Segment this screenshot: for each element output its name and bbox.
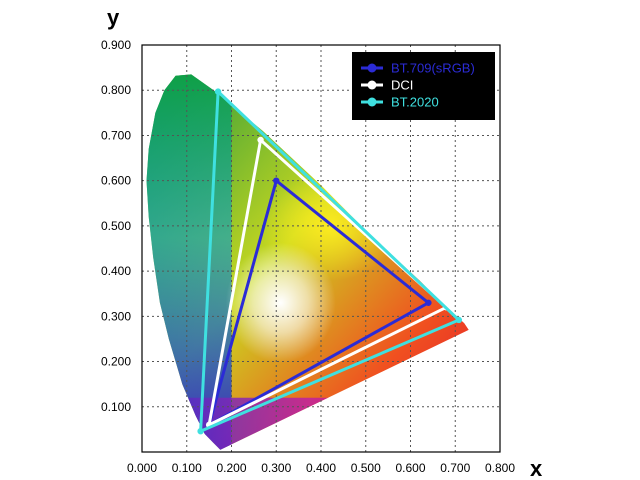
locus-white-point-glow (225, 242, 336, 363)
y-tick-label: 0.800 (101, 83, 131, 97)
primary-point (273, 177, 280, 184)
legend-label: BT.709(sRGB) (391, 61, 475, 76)
y-tick-label: 0.900 (101, 38, 131, 52)
gamut-triangles (197, 88, 463, 435)
x-tick-label: 0.000 (127, 461, 157, 475)
y-tick-label: 0.700 (101, 128, 131, 142)
y-tick-label: 0.500 (101, 219, 131, 233)
x-tick-label: 0.100 (172, 461, 202, 475)
x-tick-label: 0.400 (306, 461, 336, 475)
legend-label: BT.2020 (391, 95, 439, 110)
locus-bottom-fill (146, 397, 469, 450)
x-axis-label: x (530, 456, 543, 480)
x-tick-labels: 0.000 0.100 0.200 0.300 0.400 0.500 0.600 0.700… (127, 461, 515, 475)
legend-swatch-marker (367, 97, 377, 107)
primary-point (425, 299, 432, 306)
x-tick-label: 0.200 (216, 461, 246, 475)
x-tick-label: 0.300 (261, 461, 291, 475)
y-tick-label: 0.200 (101, 355, 131, 369)
primary-point (455, 316, 463, 324)
y-axis-label: y (107, 5, 120, 30)
spectral-locus (146, 74, 469, 450)
legend-swatch-marker (367, 80, 377, 90)
legend-label: DCI (391, 78, 413, 93)
primary-point (257, 136, 264, 144)
y-tick-label: 0.100 (101, 400, 131, 414)
x-tick-label: 0.700 (440, 461, 470, 475)
x-tick-label: 0.800 (485, 461, 515, 475)
gamut-triangle (207, 179, 430, 427)
gamut-triangle (199, 90, 461, 433)
gamut-triangle (207, 138, 448, 427)
x-tick-label: 0.600 (395, 461, 425, 475)
y-tick-label: 0.300 (101, 309, 131, 323)
legend: BT.709(sRGB) DCI BT.2020 (352, 52, 495, 120)
y-tick-label: 0.600 (101, 174, 131, 188)
primary-point (214, 88, 222, 95)
x-tick-label: 0.500 (351, 461, 381, 475)
y-tick-label: 0.400 (101, 264, 131, 278)
primary-point (197, 427, 204, 435)
legend-swatch-marker (367, 63, 377, 73)
plot-frame (141, 44, 501, 453)
y-tick-labels: 0.100 0.200 0.300 0.400 0.500 0.600 0.700 0.800… (101, 38, 131, 414)
